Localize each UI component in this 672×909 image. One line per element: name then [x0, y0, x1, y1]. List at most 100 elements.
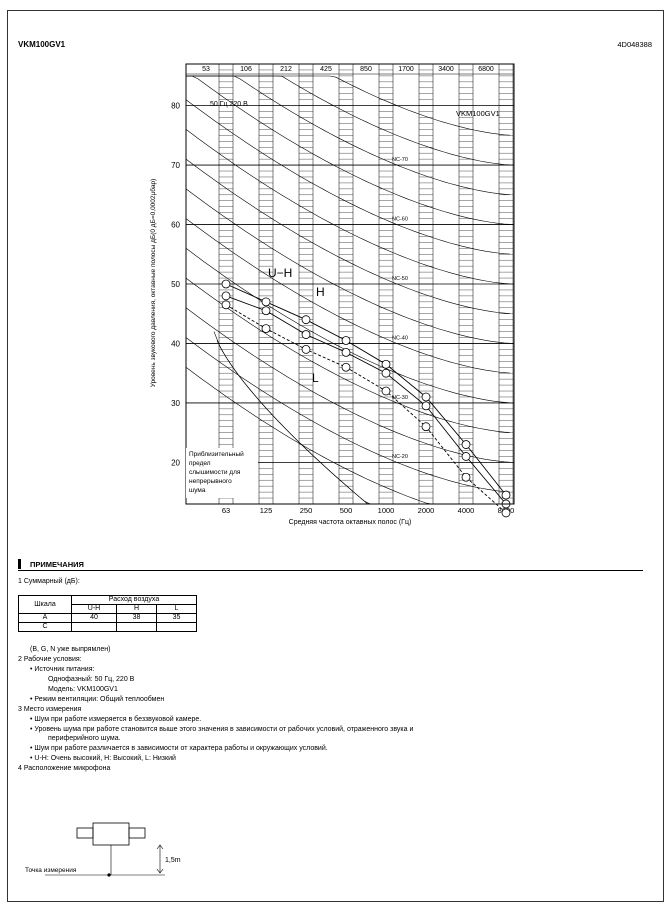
series-point: [381, 386, 391, 396]
mic-label: Точка измерения: [25, 867, 77, 874]
page-frame: [7, 10, 664, 902]
chart-subtitle: 50 Гц 220 В: [210, 101, 248, 108]
note-2: 2 Рабочие условия:: [18, 656, 82, 663]
hearing-threshold-curve: [213, 331, 379, 505]
top-band-label: 6800: [478, 66, 494, 73]
series-point: [421, 422, 431, 432]
note-1-after: (B, G, N уже выпрямлен): [30, 646, 111, 653]
threshold-line: [216, 340, 379, 505]
note-1: 1 Суммарный (дБ):: [18, 578, 80, 585]
threshold-label: Приблизительный предел слышимости для не…: [189, 450, 246, 494]
series-point: [301, 330, 311, 339]
series-point: [421, 401, 431, 411]
series-point: [261, 324, 271, 333]
nc-curve: [185, 307, 511, 463]
x-tick-label: 500: [340, 506, 353, 515]
unit-duct-left: [76, 827, 94, 839]
axis-labels: U−H H L: [268, 266, 325, 385]
nc-curve: [186, 75, 511, 195]
top-band-label: 3400: [438, 66, 454, 73]
top-band-label: 212: [280, 66, 292, 73]
series-point: [301, 345, 311, 354]
note-2-c: Модель: VKM100GV1: [48, 686, 118, 693]
table-cell: 35: [156, 613, 197, 623]
y-tick-label: 50: [171, 280, 180, 289]
x-tick-label: 2000: [418, 506, 435, 515]
x-tick-label: 250: [300, 506, 313, 515]
table-subheader: L: [156, 604, 197, 614]
x-tick-label: 125: [260, 506, 273, 515]
threshold-label-box: [186, 448, 258, 498]
nc-curve: [186, 75, 511, 225]
sound-level-chart: 53 106 212 425 850 1700 3400 6800 63 125 250 500 10…: [149, 63, 515, 526]
nc-curve: [185, 277, 511, 433]
series-point: [381, 359, 391, 369]
unit-duct-right: [128, 827, 146, 839]
series-lines: [221, 279, 511, 518]
nc-label: NC-70: [392, 157, 408, 163]
table-subheader: U-H: [71, 604, 117, 614]
y-tick-label: 70: [171, 161, 180, 170]
table-cell: 38: [116, 613, 157, 623]
doc-number: 4D048388: [617, 40, 652, 49]
series-point: [341, 336, 351, 345]
table-cell: 40: [71, 613, 117, 623]
note-3-c: • Шум при работе различается в зависимос…: [30, 745, 328, 752]
nc-label: NC-30: [392, 395, 408, 401]
table-cell: [156, 622, 197, 632]
series-point: [501, 508, 511, 518]
nc-curve: [186, 75, 511, 166]
series-line: [225, 283, 507, 496]
note-3-b2: периферийного шума.: [48, 735, 121, 742]
top-band-label: 850: [360, 66, 372, 73]
nc-curve: [186, 75, 511, 136]
nc-curve: [185, 129, 511, 285]
top-band-label: 1700: [398, 66, 414, 73]
note-2-b: Однофазный: 50 Гц, 220 В: [48, 676, 135, 683]
series-point: [461, 472, 471, 482]
nc-curve: [185, 218, 511, 374]
series-point: [461, 452, 471, 461]
top-band-label: 425: [320, 66, 332, 73]
mic-height: 1,5m: [165, 857, 181, 864]
x-tick-label: 4000: [458, 506, 475, 515]
nc-label: NC-40: [392, 335, 408, 341]
table-cell: C: [18, 622, 72, 632]
note-4: 4 Расположение микрофона: [18, 765, 111, 772]
grid-lines: 20 30 40 50 60 70 80: [171, 73, 514, 467]
series-label: U−H: [268, 266, 292, 280]
x-tick-label: 1000: [378, 506, 395, 515]
note-3-d: • U-H: Очень высокий, H: Высокий, L: Низ…: [30, 755, 176, 762]
nc-curve: [185, 188, 511, 344]
series-point: [341, 362, 351, 372]
y-tick-label: 20: [171, 458, 180, 467]
top-band-label: 106: [240, 66, 252, 73]
nc-curve: [185, 99, 511, 255]
series-point: [461, 440, 471, 449]
nc-curve: [185, 158, 511, 314]
top-band-label: 53: [202, 66, 210, 73]
note-2-d: • Режим вентиляции: Общий теплообмен: [30, 696, 165, 703]
total-sound-table: Шкала Расход воздуха U-H H L A 40 38 35 …: [18, 595, 197, 632]
table-cell: A: [18, 613, 72, 623]
plot-frame: [185, 63, 515, 505]
nc-label: NC-60: [392, 216, 408, 222]
table-cell: [71, 622, 117, 632]
nc-curve: [185, 337, 511, 493]
table-cell: [116, 622, 157, 632]
series-point: [301, 315, 311, 325]
y-tick-label: 60: [171, 221, 180, 230]
x-tick-label: 63: [222, 506, 230, 515]
note-2-a: • Источник питания:: [30, 666, 95, 673]
series-point: [261, 297, 271, 307]
y-tick-label: 80: [171, 102, 180, 111]
series-point: [221, 300, 231, 310]
series-point: [381, 368, 391, 378]
measure-point-icon: [107, 873, 111, 877]
y-tick-label: 30: [171, 399, 180, 408]
note-3-a: • Шум при работе измеряется в беззвуково…: [30, 716, 202, 723]
table-subheader: H: [116, 604, 157, 614]
series-point: [501, 490, 511, 500]
series-point: [221, 291, 231, 301]
model-title: VKM100GV1: [18, 40, 66, 49]
